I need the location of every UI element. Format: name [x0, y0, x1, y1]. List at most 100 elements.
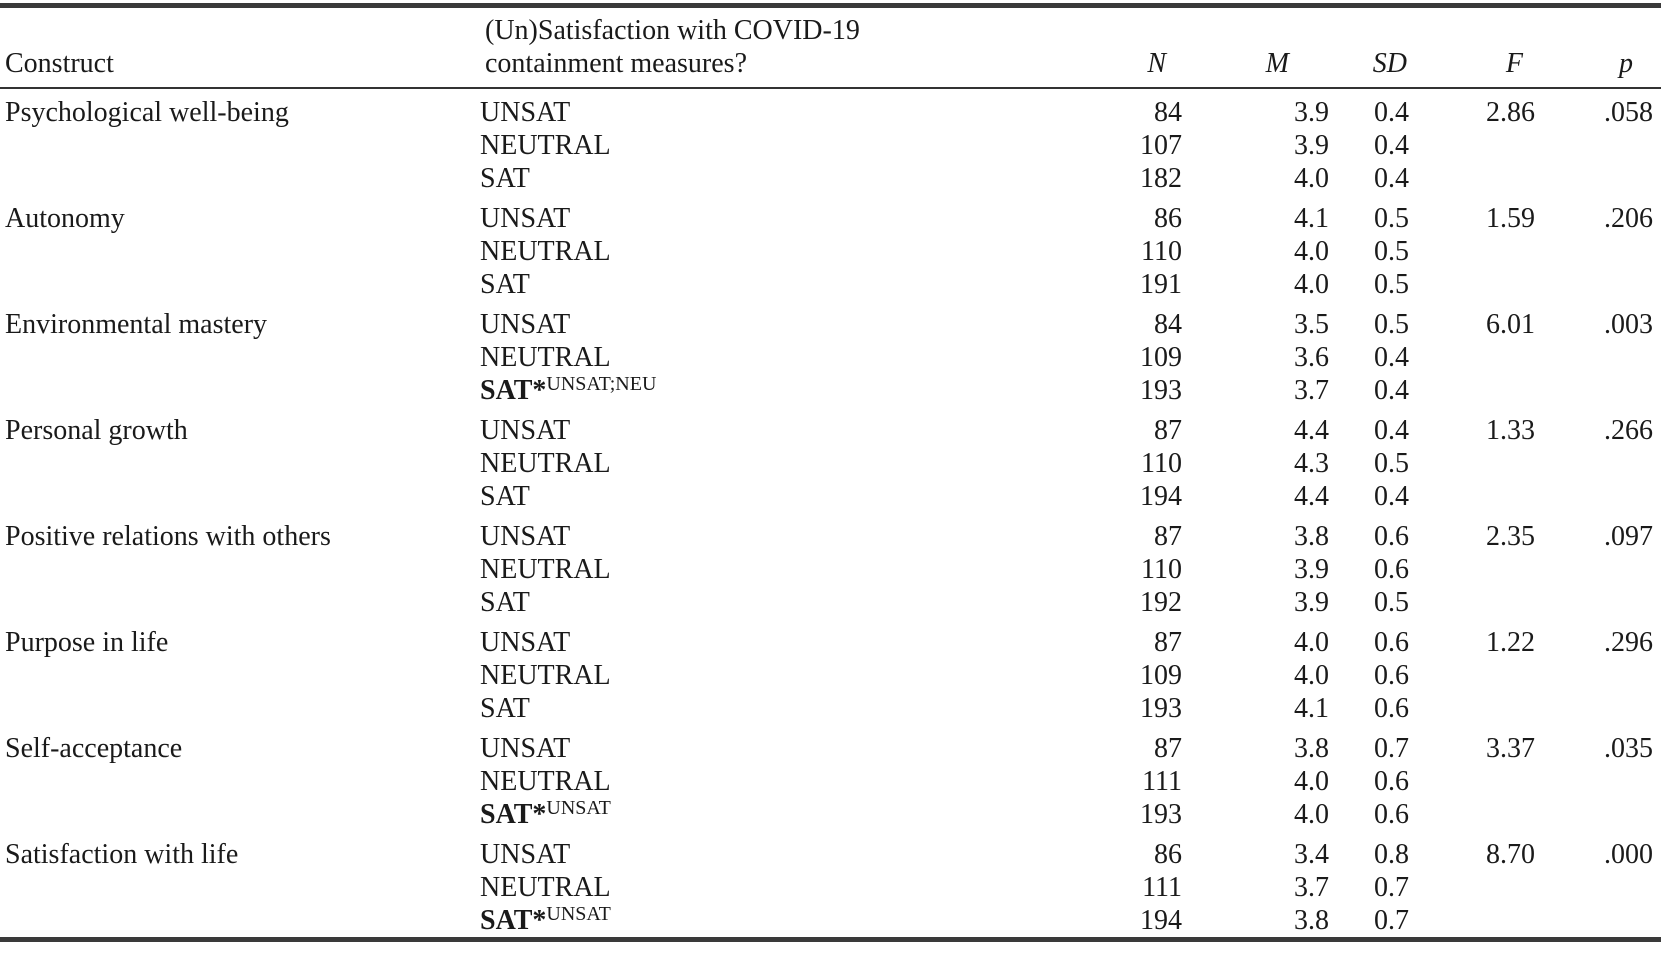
p-empty — [1535, 871, 1661, 904]
p-value: .296 — [1604, 627, 1653, 658]
header-n: N — [1022, 5, 1182, 89]
p-empty — [1535, 341, 1661, 374]
n-value: 110 — [1141, 554, 1182, 585]
f-value: 2.35 — [1486, 521, 1535, 552]
n-value: 192 — [1140, 587, 1182, 618]
m-value: 3.8 — [1294, 905, 1329, 936]
construct-group: Personal growth UNSAT 87 4.4 0.4 1.33 .2… — [0, 407, 1661, 513]
construct-label: Purpose in life — [5, 627, 169, 658]
f-value: 1.59 — [1486, 203, 1535, 234]
table-row: SAT*UNSAT 193 4.0 0.6 — [0, 798, 1661, 831]
construct-group: Satisfaction with life UNSAT 86 3.4 0.8 … — [0, 831, 1661, 940]
construct-spacer — [0, 765, 480, 798]
f-empty — [1409, 235, 1535, 268]
header-f: F — [1409, 5, 1535, 89]
sd-value: 0.6 — [1374, 799, 1409, 830]
group-label: UNSAT — [480, 415, 571, 446]
sd-value: 0.5 — [1374, 448, 1409, 479]
sd-value: 0.4 — [1374, 415, 1409, 446]
p-value: .003 — [1604, 309, 1653, 340]
f-empty — [1409, 341, 1535, 374]
p-empty — [1535, 692, 1661, 725]
sd-value: 0.5 — [1374, 236, 1409, 267]
f-empty — [1409, 659, 1535, 692]
n-value: 87 — [1154, 627, 1182, 658]
table-row: Environmental mastery UNSAT 84 3.5 0.5 6… — [0, 301, 1661, 341]
n-value: 84 — [1154, 97, 1182, 128]
header-construct: Construct — [0, 5, 480, 89]
table-row: SAT*UNSAT;NEU 193 3.7 0.4 — [0, 374, 1661, 407]
sd-value: 0.4 — [1374, 481, 1409, 512]
sd-value: 0.6 — [1374, 627, 1409, 658]
f-empty — [1409, 765, 1535, 798]
group-label-significant: SAT*UNSAT — [480, 904, 1022, 940]
m-value: 4.4 — [1294, 415, 1329, 446]
construct-group: Self-acceptance UNSAT 87 3.8 0.7 3.37 .0… — [0, 725, 1661, 831]
n-value: 194 — [1140, 905, 1182, 936]
group-label: NEUTRAL — [480, 130, 611, 161]
m-value: 3.7 — [1294, 375, 1329, 406]
n-value: 107 — [1140, 130, 1182, 161]
n-value: 182 — [1140, 163, 1182, 194]
sd-value: 0.7 — [1374, 872, 1409, 903]
group-label: SAT — [480, 481, 530, 512]
n-value: 191 — [1140, 269, 1182, 300]
n-value: 193 — [1140, 799, 1182, 830]
sd-value: 0.5 — [1374, 203, 1409, 234]
table-row: NEUTRAL 110 4.3 0.5 — [0, 447, 1661, 480]
construct-spacer — [0, 129, 480, 162]
p-value: .097 — [1604, 521, 1653, 552]
m-value: 4.0 — [1294, 236, 1329, 267]
f-empty — [1409, 268, 1535, 301]
m-value: 4.1 — [1294, 693, 1329, 724]
table-row: NEUTRAL 111 3.7 0.7 — [0, 871, 1661, 904]
sd-value: 0.5 — [1374, 269, 1409, 300]
construct-spacer — [0, 659, 480, 692]
m-value: 4.3 — [1294, 448, 1329, 479]
f-empty — [1409, 871, 1535, 904]
m-value: 3.9 — [1294, 554, 1329, 585]
f-value: 1.22 — [1486, 627, 1535, 658]
group-label: NEUTRAL — [480, 872, 611, 903]
construct-spacer — [0, 374, 480, 407]
construct-spacer — [0, 162, 480, 195]
m-value: 3.8 — [1294, 521, 1329, 552]
p-value: .000 — [1604, 839, 1653, 870]
m-value: 3.9 — [1294, 97, 1329, 128]
p-empty — [1535, 235, 1661, 268]
table-row: NEUTRAL 109 3.6 0.4 — [0, 341, 1661, 374]
table-row: SAT 192 3.9 0.5 — [0, 586, 1661, 619]
p-empty — [1535, 268, 1661, 301]
group-label: NEUTRAL — [480, 342, 611, 373]
group-label: NEUTRAL — [480, 448, 611, 479]
p-value: .035 — [1604, 733, 1653, 764]
sd-value: 0.8 — [1374, 839, 1409, 870]
table-row: Self-acceptance UNSAT 87 3.8 0.7 3.37 .0… — [0, 725, 1661, 765]
m-value: 4.4 — [1294, 481, 1329, 512]
group-label: NEUTRAL — [480, 660, 611, 691]
sd-value: 0.7 — [1374, 905, 1409, 936]
construct-label: Psychological well-being — [5, 97, 289, 128]
group-label: SAT — [480, 587, 530, 618]
table-row: Psychological well-being UNSAT 84 3.9 0.… — [0, 88, 1661, 129]
n-value: 109 — [1140, 660, 1182, 691]
f-value: 3.37 — [1486, 733, 1535, 764]
f-empty — [1409, 447, 1535, 480]
significance-superscript: UNSAT;NEU — [546, 373, 657, 395]
construct-group: Purpose in life UNSAT 87 4.0 0.6 1.22 .2… — [0, 619, 1661, 725]
sd-value: 0.4 — [1374, 130, 1409, 161]
group-label: UNSAT — [480, 521, 571, 552]
construct-group: Autonomy UNSAT 86 4.1 0.5 1.59 .206 NEUT… — [0, 195, 1661, 301]
n-value: 193 — [1140, 693, 1182, 724]
table-row: Satisfaction with life UNSAT 86 3.4 0.8 … — [0, 831, 1661, 871]
m-value: 3.5 — [1294, 309, 1329, 340]
m-value: 3.7 — [1294, 872, 1329, 903]
f-empty — [1409, 586, 1535, 619]
construct-group: Psychological well-being UNSAT 84 3.9 0.… — [0, 88, 1661, 195]
n-value: 110 — [1141, 448, 1182, 479]
header-m: M — [1182, 5, 1329, 89]
m-value: 3.6 — [1294, 342, 1329, 373]
p-empty — [1535, 447, 1661, 480]
construct-spacer — [0, 553, 480, 586]
